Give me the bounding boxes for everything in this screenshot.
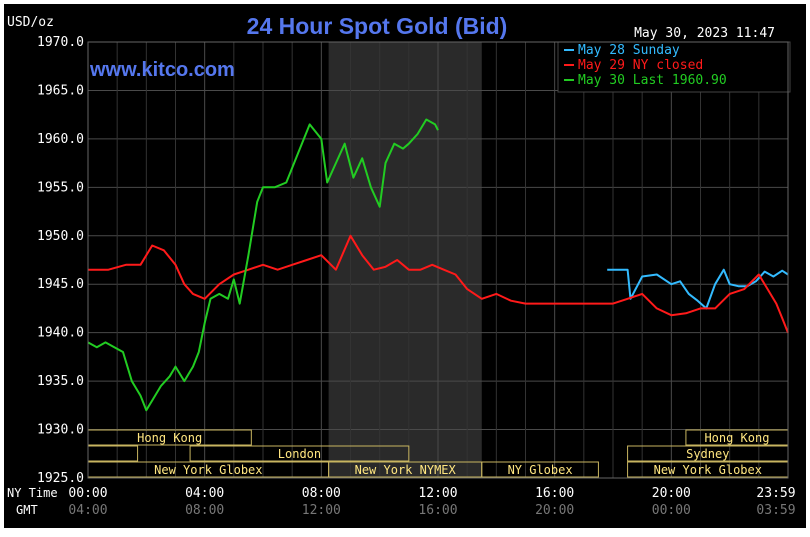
legend-entry: May 30 Last 1960.90 [578, 73, 727, 88]
x-tick-label-gmt: 03:59 [756, 503, 795, 518]
market-session-label: New York Globex [654, 463, 762, 477]
y-tick-label: 1940.0 [37, 326, 84, 341]
market-session-label: NY Globex [508, 463, 573, 477]
x-tick-label-gmt: 04:00 [68, 503, 107, 518]
y-tick-label: 1955.0 [37, 180, 84, 195]
x-tick-label-ny: 00:00 [68, 486, 107, 501]
y-tick-label: 1925.0 [37, 471, 84, 486]
y-tick-label: 1930.0 [37, 423, 84, 438]
plot-area-border [87, 41, 789, 479]
market-session-label: Hong Kong [704, 431, 769, 445]
x-tick-label-ny: 20:00 [652, 486, 691, 501]
x-tick-label-gmt: 08:00 [185, 503, 224, 518]
shaded-session [328, 42, 482, 478]
legend-box [557, 41, 791, 93]
market-session-label: New York Globex [154, 463, 262, 477]
x-tick-label-ny: 23:59 [756, 486, 795, 501]
x-axis-label-ny: NY Time [7, 486, 58, 500]
y-tick-label: 1935.0 [37, 374, 84, 389]
x-tick-label-ny: 16:00 [535, 486, 574, 501]
market-session-box [189, 445, 410, 462]
watermark: www.kitco.com [89, 59, 235, 81]
series-line [87, 118, 439, 412]
market-session-label: London [278, 447, 321, 461]
x-tick-label-gmt: 12:00 [302, 503, 341, 518]
x-tick-label-ny: 04:00 [185, 486, 224, 501]
y-tick-label: 1950.0 [37, 229, 84, 244]
legend-entry: May 28 Sunday [578, 43, 680, 58]
x-tick-label-gmt: 00:00 [652, 503, 691, 518]
x-axis-label-gmt: GMT [16, 503, 38, 517]
x-tick-label-ny: 08:00 [302, 486, 341, 501]
market-session-label: Sydney [686, 447, 729, 461]
unit-label: USD/oz [7, 15, 54, 30]
chart-title: 24 Hour Spot Gold (Bid) [247, 13, 508, 39]
market-session-label: New York NYMEX [355, 463, 457, 477]
x-tick-label-gmt: 16:00 [418, 503, 457, 518]
y-tick-label: 1945.0 [37, 277, 84, 292]
y-tick-label: 1970.0 [37, 35, 84, 50]
series-line [88, 234, 789, 334]
market-session-box [481, 461, 599, 478]
x-tick-label-gmt: 20:00 [535, 503, 574, 518]
market-session-label: Hong Kong [137, 431, 202, 445]
plot-layer: 1970.0 1965.0 1960.0 1955.0 1950.0 1945.0 1940… [37, 35, 796, 518]
timestamp: May 30, 2023 11:47 [634, 26, 775, 41]
y-tick-label: 1965.0 [37, 83, 84, 98]
legend-entry: May 29 NY closed [578, 58, 703, 73]
series-line [607, 268, 789, 310]
x-tick-label-ny: 12:00 [418, 486, 457, 501]
y-tick-label: 1960.0 [37, 132, 84, 147]
